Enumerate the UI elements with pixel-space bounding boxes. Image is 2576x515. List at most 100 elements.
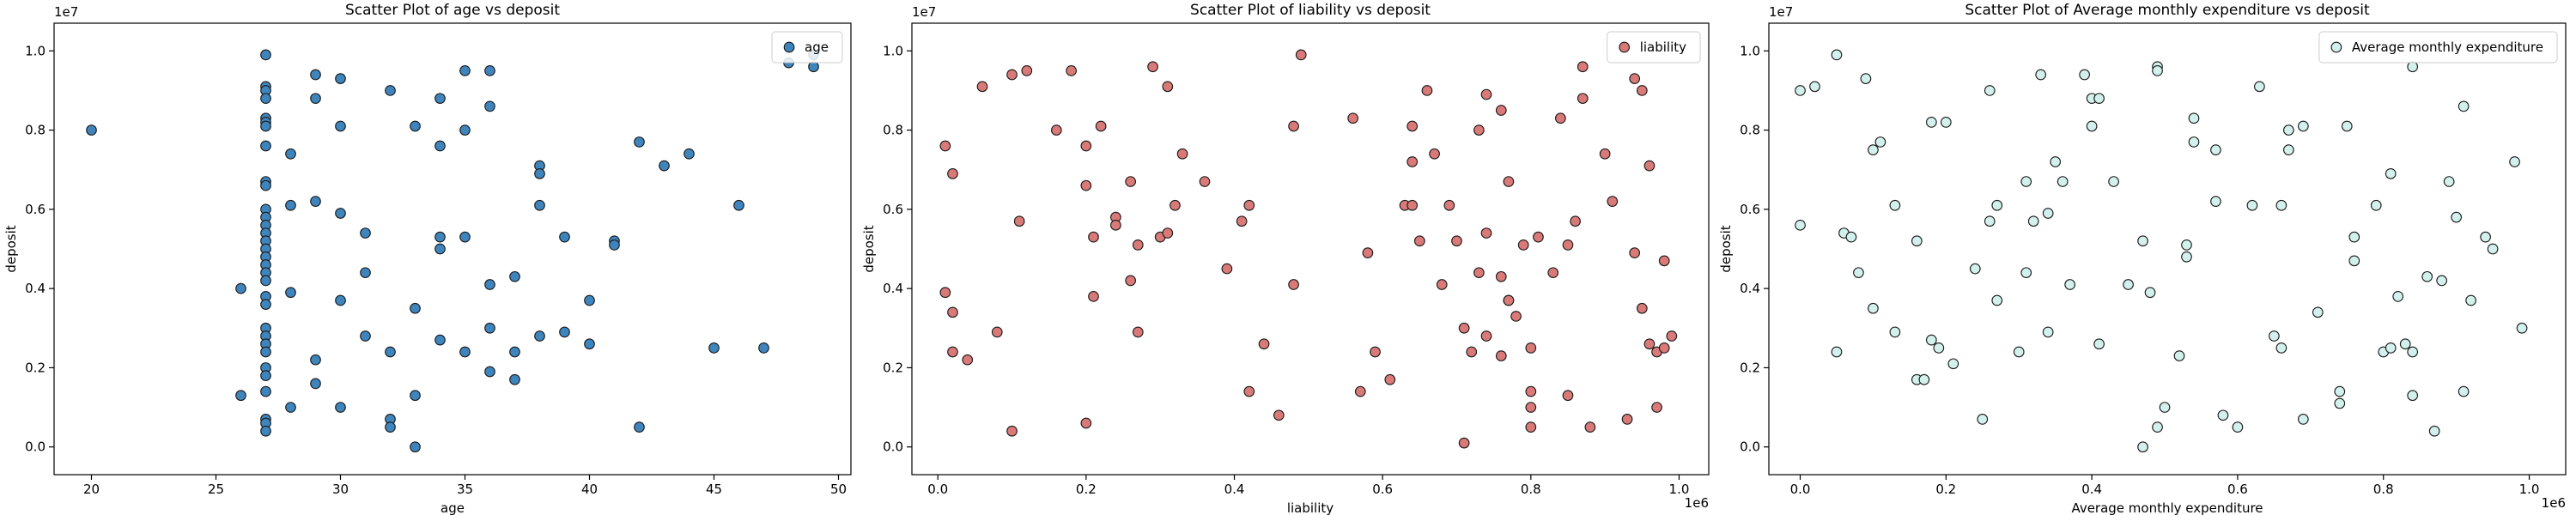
x-axis-label: age bbox=[440, 500, 465, 515]
point bbox=[1436, 279, 1448, 290]
point bbox=[509, 346, 520, 358]
point bbox=[335, 208, 346, 219]
point bbox=[1050, 124, 1062, 136]
point bbox=[260, 120, 271, 132]
point bbox=[2013, 346, 2025, 358]
point bbox=[2035, 69, 2047, 81]
point bbox=[1874, 136, 1886, 148]
point bbox=[1940, 117, 1952, 128]
point bbox=[1629, 73, 1641, 84]
point bbox=[1925, 117, 1937, 128]
point bbox=[1429, 148, 1440, 160]
point bbox=[1795, 85, 1806, 96]
point bbox=[1495, 105, 1507, 116]
point bbox=[1525, 402, 1537, 413]
point bbox=[260, 385, 271, 397]
point bbox=[335, 73, 346, 84]
point bbox=[1480, 227, 1492, 239]
point bbox=[2152, 421, 2163, 433]
y-tick-label: 0.2 bbox=[25, 360, 46, 375]
point bbox=[2042, 208, 2054, 219]
point bbox=[285, 402, 296, 413]
point bbox=[1666, 330, 1678, 342]
point bbox=[1636, 302, 1648, 314]
point bbox=[310, 93, 321, 105]
point bbox=[1088, 231, 1099, 243]
point bbox=[559, 326, 570, 338]
point bbox=[2079, 69, 2090, 81]
point bbox=[2152, 65, 2163, 76]
y-tick-label: 0.4 bbox=[1740, 281, 1760, 296]
point bbox=[2254, 81, 2265, 93]
point bbox=[1533, 231, 1544, 243]
x-offset-label: 1e6 bbox=[1685, 495, 1709, 511]
point bbox=[683, 148, 695, 160]
point bbox=[484, 279, 495, 290]
point bbox=[1243, 385, 1255, 397]
point bbox=[1080, 417, 1092, 429]
point bbox=[1607, 196, 1619, 207]
point bbox=[1288, 279, 1299, 290]
point bbox=[1636, 85, 1648, 96]
point bbox=[1991, 294, 2003, 306]
point bbox=[2027, 215, 2039, 227]
point bbox=[584, 338, 595, 350]
point bbox=[1831, 49, 1843, 61]
point bbox=[335, 120, 346, 132]
point bbox=[260, 425, 271, 437]
point bbox=[1362, 247, 1374, 258]
x-tick-label: 0.6 bbox=[2227, 482, 2248, 497]
point bbox=[1236, 215, 1248, 227]
legend-marker bbox=[1619, 41, 1631, 53]
x-tick-label: 40 bbox=[581, 482, 598, 497]
subplot: Scatter Plot of age vs deposit 20 25 30 35 40… bbox=[3, 2, 852, 515]
point bbox=[410, 120, 421, 132]
point bbox=[1510, 311, 1522, 322]
point bbox=[1868, 302, 1879, 314]
point bbox=[2428, 425, 2440, 437]
point bbox=[1480, 88, 1492, 100]
point bbox=[1860, 73, 1872, 84]
point bbox=[285, 287, 296, 299]
point bbox=[2144, 287, 2156, 299]
point bbox=[235, 390, 246, 402]
point bbox=[260, 299, 271, 310]
y-tick-label: 1.0 bbox=[883, 43, 903, 58]
point bbox=[285, 148, 296, 160]
point bbox=[1132, 239, 1144, 251]
point bbox=[1162, 227, 1174, 239]
axes-frame bbox=[53, 22, 852, 476]
x-tick-label: 45 bbox=[706, 482, 722, 497]
point bbox=[2188, 136, 2200, 148]
point bbox=[2057, 176, 2069, 187]
legend-label: age bbox=[805, 39, 829, 55]
point bbox=[1658, 255, 1670, 267]
point bbox=[1406, 156, 1419, 167]
point bbox=[2086, 120, 2098, 132]
point bbox=[235, 282, 246, 294]
point bbox=[1651, 402, 1662, 413]
point bbox=[2465, 294, 2476, 306]
point bbox=[634, 421, 645, 433]
point bbox=[939, 140, 951, 152]
point bbox=[1991, 199, 2003, 211]
point bbox=[2341, 120, 2353, 132]
point bbox=[1406, 120, 1419, 132]
point bbox=[2050, 156, 2062, 167]
point bbox=[2297, 414, 2309, 425]
point bbox=[1918, 373, 1930, 385]
y-tick-label: 0.4 bbox=[883, 281, 903, 296]
point bbox=[385, 85, 396, 96]
point bbox=[1458, 322, 1470, 334]
point bbox=[2181, 239, 2192, 251]
y-tick-label: 0.6 bbox=[25, 202, 46, 217]
point bbox=[2458, 385, 2470, 397]
point bbox=[2451, 211, 2462, 223]
point bbox=[947, 167, 958, 179]
point bbox=[758, 342, 769, 354]
point bbox=[1473, 267, 1485, 279]
point bbox=[285, 199, 296, 211]
point bbox=[634, 136, 645, 148]
point bbox=[1221, 263, 1233, 275]
